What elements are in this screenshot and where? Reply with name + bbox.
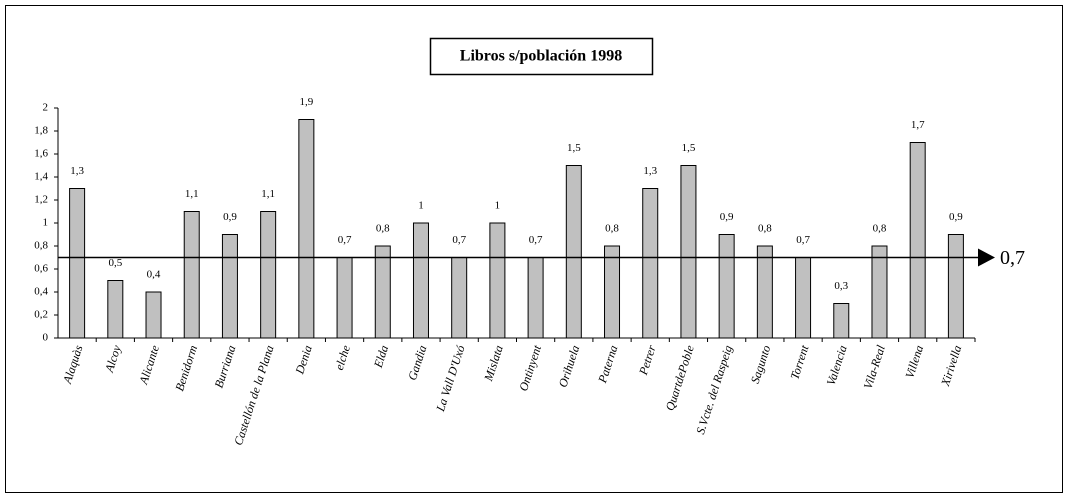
bar <box>947 234 964 339</box>
value-label: 0,9 <box>223 211 237 223</box>
value-label: 1,5 <box>567 142 581 154</box>
bar <box>871 245 888 339</box>
value-label: 0,9 <box>949 211 963 223</box>
y-tick-label: 1,6 <box>34 148 48 160</box>
value-label: 0,7 <box>796 234 810 246</box>
bar <box>336 257 353 339</box>
y-tick-label: 1,4 <box>34 171 48 183</box>
bar <box>69 188 86 339</box>
value-label: 1,3 <box>643 165 657 177</box>
x-tick-label: Elda <box>371 343 392 370</box>
value-label: 0,7 <box>452 234 466 246</box>
chart-border <box>5 5 1063 493</box>
bar <box>107 280 124 339</box>
bar <box>145 291 162 339</box>
bar <box>527 257 544 339</box>
y-tick-label: 1 <box>43 217 49 229</box>
title-box <box>429 37 654 76</box>
value-label: 1,7 <box>911 119 925 131</box>
value-label: 0,3 <box>834 280 848 292</box>
value-label: 0,8 <box>376 223 390 235</box>
y-tick-label: 0,6 <box>34 263 48 275</box>
value-label: 1 <box>418 200 424 212</box>
bar <box>909 142 926 339</box>
value-label: 0,8 <box>758 223 772 235</box>
bar <box>718 234 735 339</box>
bar <box>260 211 277 339</box>
y-tick-label: 2 <box>43 102 49 114</box>
value-label: 0,9 <box>720 211 734 223</box>
bar <box>604 245 621 339</box>
value-label: 1,9 <box>299 96 313 108</box>
y-tick-label: 1,2 <box>34 194 48 206</box>
bar <box>221 234 238 339</box>
bar <box>298 119 315 339</box>
value-label: 0,5 <box>108 257 122 269</box>
y-tick-label: 0,8 <box>34 240 48 252</box>
bar <box>451 257 468 339</box>
value-label: 1 <box>495 200 501 212</box>
bar <box>412 222 429 339</box>
y-tick-label: 0 <box>43 332 49 344</box>
reference-label: 0,7 <box>1000 247 1025 269</box>
y-tick-label: 0,2 <box>34 309 48 321</box>
value-label: 0,8 <box>605 223 619 235</box>
value-label: 0,7 <box>529 234 543 246</box>
value-label: 1,3 <box>70 165 84 177</box>
value-label: 0,8 <box>873 223 887 235</box>
bar <box>565 165 582 339</box>
value-label: 0,4 <box>147 269 161 281</box>
value-label: 0,7 <box>338 234 352 246</box>
reference-arrow <box>978 248 995 267</box>
bar <box>642 188 659 339</box>
y-tick-label: 0,4 <box>34 286 48 298</box>
bar <box>833 303 850 339</box>
bar <box>183 211 200 339</box>
bar <box>374 245 391 339</box>
value-label: 1,1 <box>261 188 275 200</box>
y-tick-label: 1,8 <box>34 125 48 137</box>
bar <box>795 257 812 339</box>
value-label: 1,5 <box>682 142 696 154</box>
chart-title: Libros s/población 1998 <box>460 48 622 65</box>
bar <box>489 222 506 339</box>
value-label: 1,1 <box>185 188 199 200</box>
bar <box>756 245 773 339</box>
bar <box>680 165 697 339</box>
